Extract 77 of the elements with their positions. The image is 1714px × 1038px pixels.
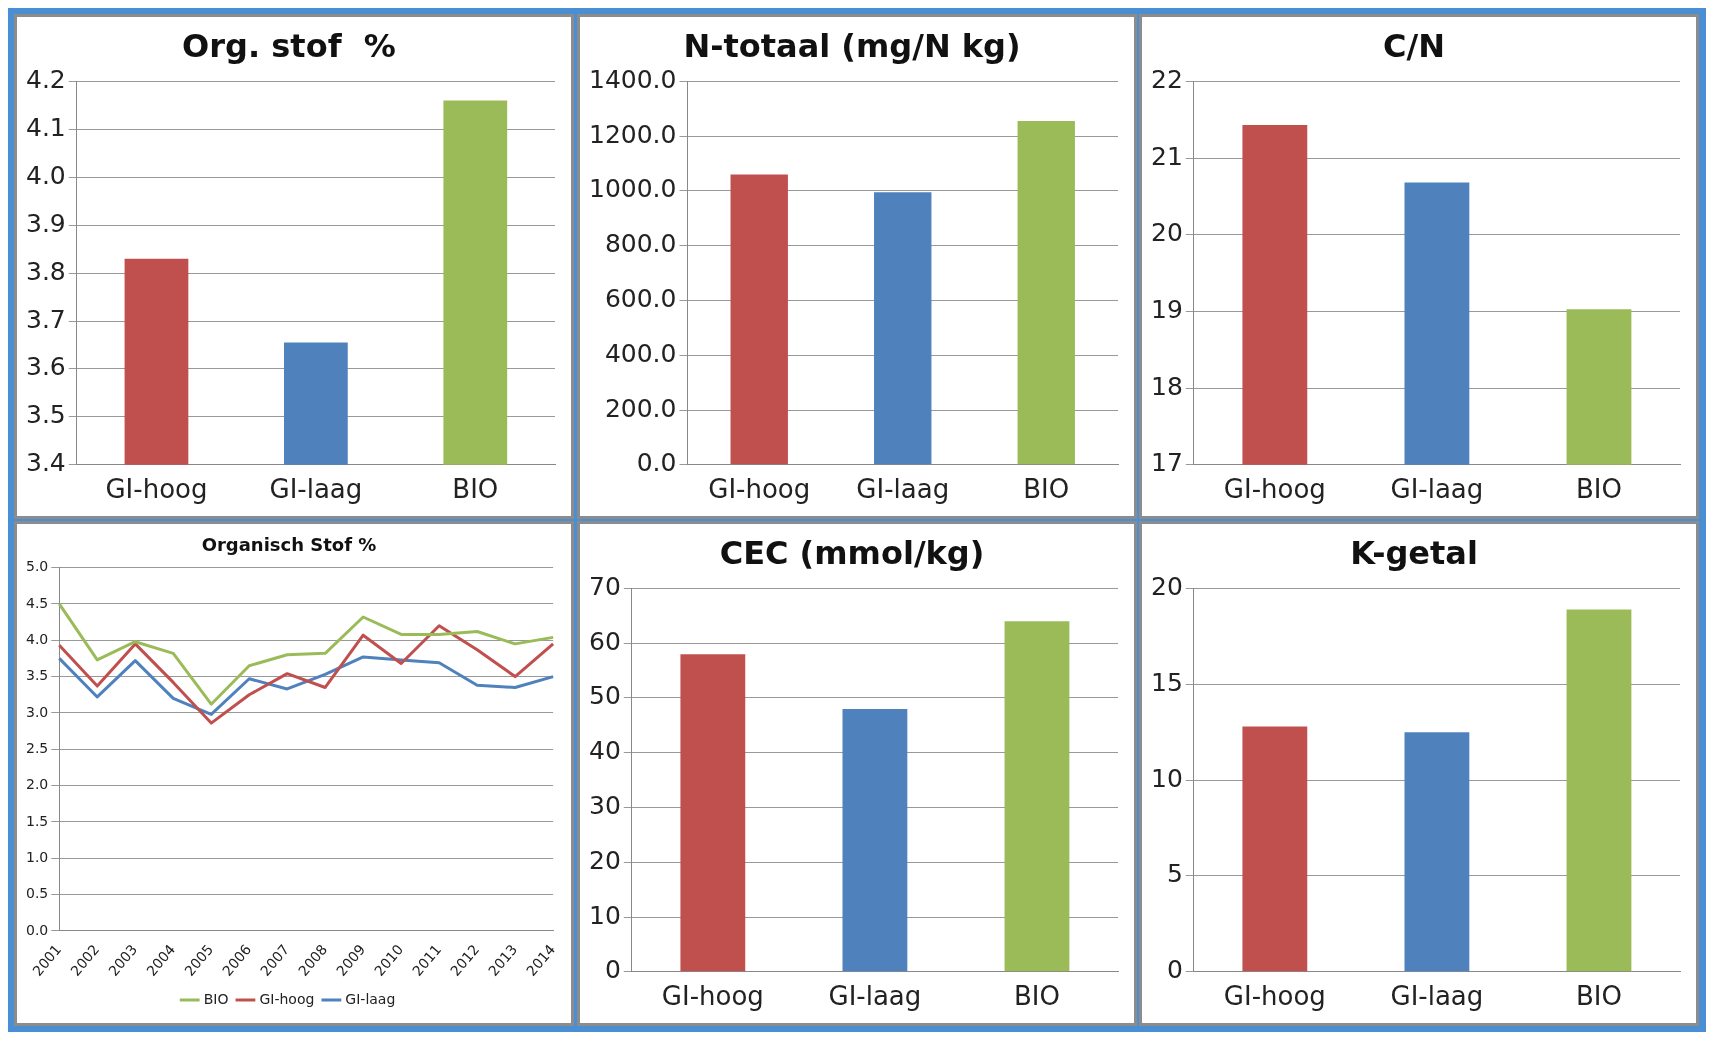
x-tick-label: BIO: [1576, 474, 1623, 505]
y-tick-label: 400.0: [604, 338, 677, 368]
y-tick-label: 10: [588, 900, 621, 930]
y-tick-label: 0.0: [636, 448, 677, 478]
x-tick-label: GI-laag: [856, 474, 949, 505]
x-tick-label: GI-hoog: [1224, 474, 1327, 505]
x-tick-label: GI-hoog: [105, 474, 208, 505]
y-tick-label: 1.5: [26, 812, 49, 829]
y-tick-label: 10: [1151, 763, 1184, 793]
x-tick-label: GI-hoog: [1224, 981, 1327, 1012]
x-tick-label: BIO: [1022, 474, 1069, 505]
x-tick-label: BIO: [1576, 981, 1623, 1012]
bar: [730, 174, 788, 465]
y-tick-label: 600.0: [604, 283, 677, 313]
y-tick-label: 4.0: [26, 630, 49, 647]
y-tick-label: 1400.0: [588, 64, 677, 94]
y-tick-label: 5: [1167, 859, 1184, 889]
x-tick-label: GI-laag: [1390, 474, 1484, 505]
y-tick-label: 17: [1151, 448, 1184, 478]
y-tick-label: 4.1: [25, 112, 66, 142]
chart-title: Org. stof %: [182, 26, 396, 65]
bar: [1004, 621, 1070, 972]
y-tick-label: 18: [1151, 371, 1184, 401]
x-tick-label: GI-laag: [828, 981, 921, 1012]
bar: [873, 192, 932, 465]
y-tick-label: 0: [1167, 955, 1184, 985]
chart-title: Organisch Stof %: [201, 534, 377, 556]
y-tick-label: 0.0: [26, 921, 49, 938]
y-tick-label: 3.4: [25, 448, 66, 478]
y-tick-label: 0: [604, 955, 621, 985]
y-tick-label: 40: [588, 736, 621, 766]
x-tick-label: GI-laag: [269, 474, 363, 505]
y-tick-label: 3.6: [25, 352, 66, 382]
bar: [1566, 609, 1632, 972]
y-tick-label: 3.7: [25, 304, 66, 334]
x-tick-label: GI-hoog: [661, 981, 764, 1012]
y-tick-label: 5.0: [26, 558, 49, 575]
y-tick-label: 20: [588, 845, 621, 875]
bar: [842, 708, 907, 972]
chart-title: N-totaal (mg/N kg): [683, 26, 1021, 65]
y-tick-label: 21: [1151, 141, 1184, 171]
y-tick-label: 19: [1151, 294, 1184, 324]
y-tick-label: 200.0: [604, 393, 677, 423]
x-tick-label: BIO: [1013, 981, 1060, 1012]
y-tick-label: 70: [588, 571, 621, 601]
x-tick-label: BIO: [452, 474, 499, 505]
y-tick-label: 0.5: [26, 885, 49, 902]
y-tick-label: 2.5: [26, 739, 49, 756]
chart-title: C/N: [1383, 26, 1446, 65]
bar: [1242, 726, 1308, 972]
y-tick-label: 800.0: [604, 229, 677, 259]
y-tick-label: 3.0: [26, 703, 49, 720]
y-tick-label: 20: [1151, 571, 1184, 601]
bar: [1404, 732, 1470, 972]
y-tick-label: 15: [1151, 667, 1184, 697]
bar: [680, 654, 745, 972]
y-tick-label: 22: [1151, 64, 1184, 94]
y-tick-label: 3.5: [26, 667, 49, 684]
y-tick-label: 3.8: [25, 256, 66, 286]
x-tick-label: GI-laag: [1390, 981, 1484, 1012]
y-tick-label: 1000.0: [588, 174, 677, 204]
y-tick-label: 20: [1151, 218, 1184, 248]
y-tick-label: 60: [588, 626, 621, 656]
y-tick-label: 1.0: [26, 848, 49, 865]
y-tick-label: 1200.0: [588, 119, 677, 149]
y-tick-label: 4.0: [25, 160, 66, 190]
y-tick-label: 3.5: [25, 400, 66, 430]
y-tick-label: 50: [588, 681, 621, 711]
x-tick-label: GI-hoog: [707, 474, 810, 505]
y-tick-label: 3.9: [25, 208, 66, 238]
chart-title: CEC (mmol/kg): [719, 533, 985, 572]
y-tick-label: 2.0: [26, 776, 49, 793]
y-tick-label: 4.2: [25, 64, 66, 94]
bar: [1017, 121, 1075, 465]
y-tick-label: 30: [588, 790, 621, 820]
chart-title: K-getal: [1350, 533, 1479, 572]
y-tick-label: 4.5: [26, 594, 49, 611]
